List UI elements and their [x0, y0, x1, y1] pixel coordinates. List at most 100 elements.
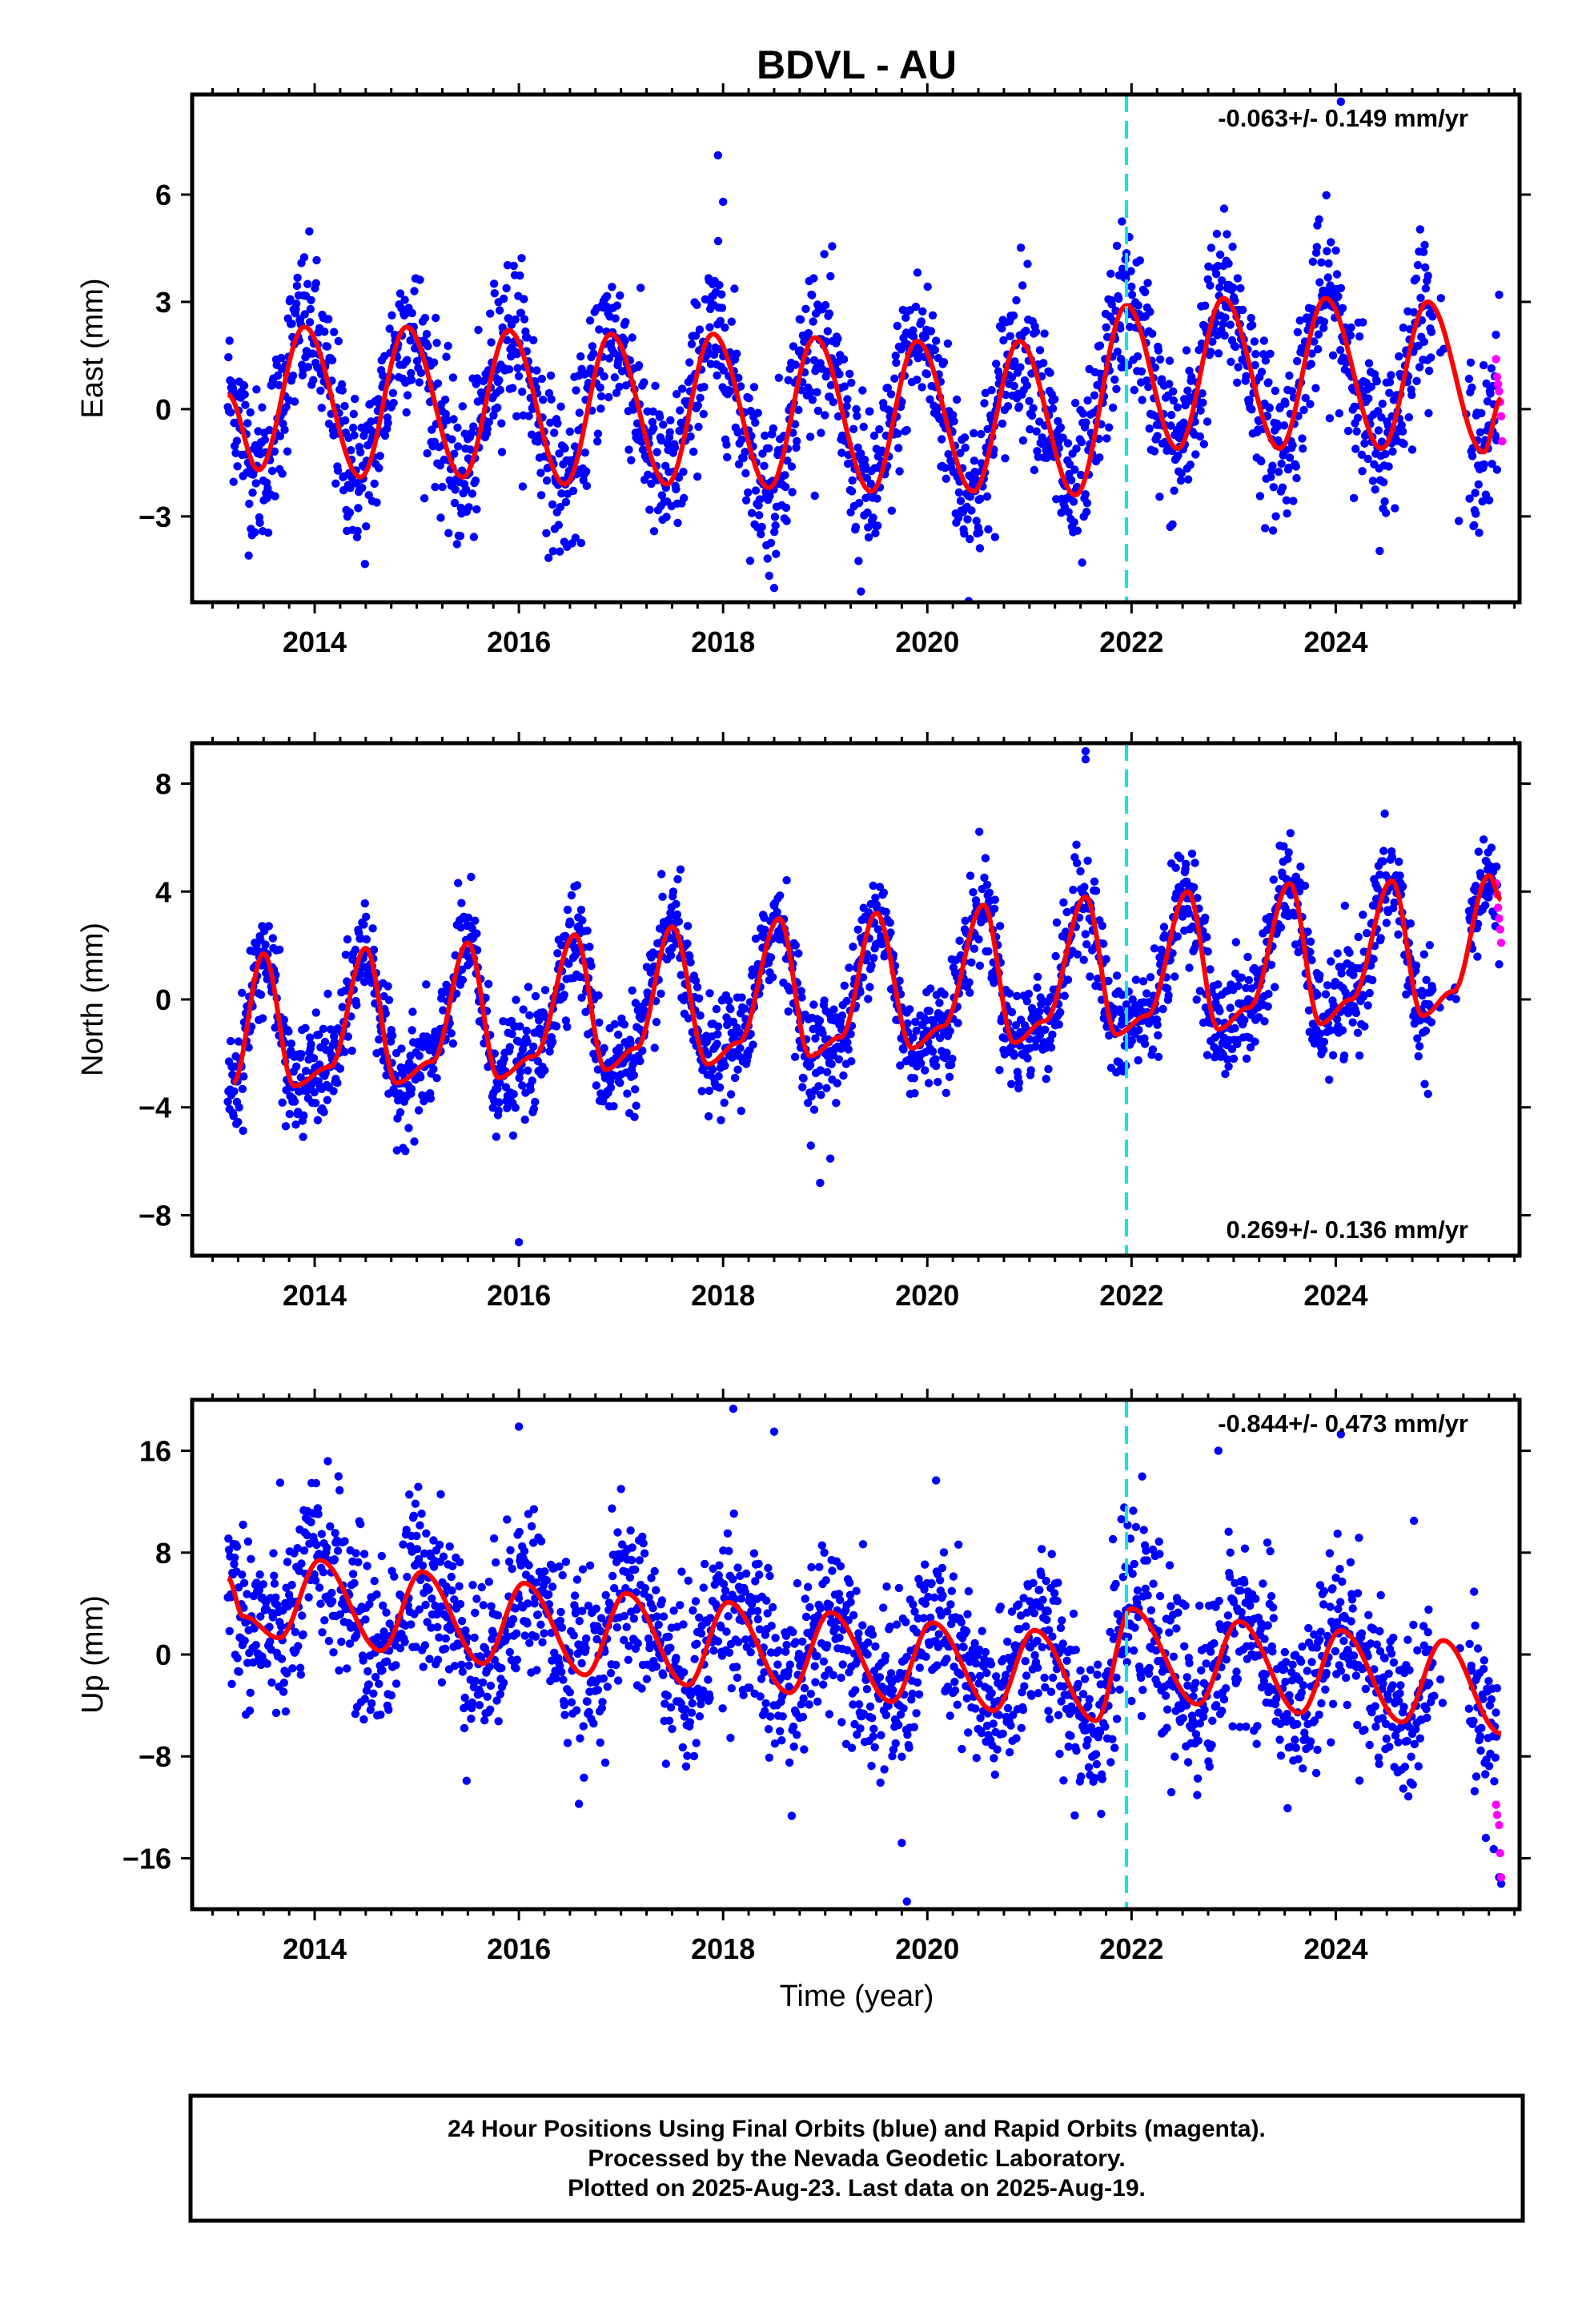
north-point	[811, 1034, 820, 1043]
north-point	[1073, 858, 1082, 868]
east-point	[1364, 359, 1374, 368]
north-point	[650, 1043, 659, 1052]
north-outlier-point	[816, 1178, 825, 1188]
north-point	[563, 1023, 572, 1031]
east-point	[539, 396, 548, 404]
north-point	[827, 1059, 836, 1069]
east-point	[593, 429, 603, 438]
north-point	[1363, 929, 1371, 938]
east-point	[1155, 355, 1165, 364]
east-point	[554, 521, 563, 529]
east-point	[452, 540, 461, 549]
north-point	[561, 931, 570, 941]
east-point	[693, 300, 701, 309]
north-point	[924, 1079, 934, 1088]
east-point	[1284, 463, 1293, 472]
up-point	[270, 1579, 279, 1588]
east-point	[517, 254, 526, 263]
north-point	[942, 1048, 951, 1057]
east-point	[822, 367, 832, 376]
north-point	[381, 1009, 390, 1018]
east-point	[1472, 509, 1480, 518]
up-point	[246, 1688, 255, 1697]
east-point	[1110, 375, 1119, 384]
north-point	[1099, 939, 1108, 948]
north-point	[1195, 987, 1205, 995]
north-point	[1214, 980, 1223, 989]
north-point	[1127, 1036, 1137, 1045]
east-point	[1251, 350, 1260, 359]
north-point	[1044, 1064, 1053, 1074]
up-point	[251, 1641, 260, 1650]
east-frame	[190, 92, 1522, 605]
east-point	[1118, 217, 1126, 226]
east-point	[1285, 453, 1295, 462]
east-point	[416, 368, 426, 377]
east-point	[652, 448, 661, 456]
east-point	[1289, 497, 1298, 505]
east-point	[1126, 323, 1134, 332]
east-point	[1095, 453, 1104, 462]
east-point	[497, 419, 506, 428]
east-point	[1198, 389, 1207, 398]
east-point	[1265, 404, 1275, 412]
east-point	[351, 394, 359, 404]
east-point	[624, 445, 633, 454]
up-point	[307, 1518, 315, 1527]
east-point	[252, 385, 261, 394]
east-point	[666, 416, 675, 424]
east-point	[508, 384, 517, 392]
east-point	[960, 529, 969, 538]
east-point	[987, 386, 996, 395]
north-point	[268, 934, 277, 943]
east-point	[1399, 440, 1408, 448]
east-point	[695, 325, 705, 334]
east-point	[1306, 400, 1315, 408]
north-point	[509, 1090, 518, 1099]
east-point	[287, 320, 296, 328]
east-point	[478, 391, 487, 400]
north-point	[1203, 947, 1212, 956]
east-point	[1215, 283, 1224, 292]
north-point	[329, 1087, 338, 1096]
east-point	[865, 407, 874, 416]
north-point	[1395, 871, 1404, 880]
east-point	[1372, 377, 1382, 386]
east-point	[1488, 460, 1496, 468]
east-point	[1012, 296, 1021, 305]
east-point	[1377, 437, 1387, 446]
east-point	[246, 408, 255, 417]
north-point	[761, 925, 769, 935]
east-point	[761, 431, 769, 440]
east-point	[1199, 440, 1209, 448]
north-point	[519, 1005, 528, 1014]
east-x-tick-label: 2014	[283, 625, 347, 658]
north-point	[975, 827, 984, 836]
east-point	[1106, 269, 1115, 278]
east-point	[1199, 398, 1207, 407]
east-point	[469, 533, 479, 541]
north-point	[981, 854, 990, 862]
up-point	[348, 1570, 358, 1578]
east-point	[1070, 518, 1078, 527]
east-point	[546, 418, 555, 427]
east-point	[1143, 279, 1152, 287]
north-point	[454, 879, 463, 887]
east-point	[1231, 296, 1239, 305]
east-point	[717, 304, 727, 312]
north-point	[804, 1099, 813, 1108]
east-y-tick-label: −3	[139, 501, 171, 533]
up-point	[239, 1578, 249, 1587]
east-point	[789, 342, 798, 351]
east-point	[696, 393, 705, 402]
north-point	[287, 1046, 295, 1055]
east-point	[846, 508, 855, 517]
north-point	[1267, 960, 1276, 970]
north-point	[384, 995, 394, 1005]
east-point	[854, 557, 863, 565]
east-point	[1130, 385, 1139, 395]
east-point	[998, 419, 1007, 428]
north-point	[652, 1018, 661, 1027]
north-point	[847, 1057, 856, 1066]
